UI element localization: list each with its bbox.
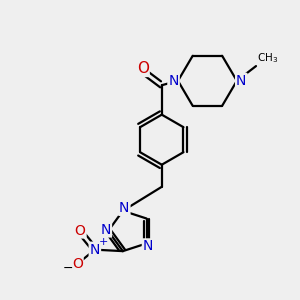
- Text: N: N: [90, 243, 100, 257]
- Text: O: O: [72, 257, 83, 272]
- Text: CH$_3$: CH$_3$: [257, 51, 279, 64]
- Text: N: N: [236, 74, 247, 88]
- Text: +: +: [98, 237, 108, 247]
- Text: N: N: [100, 223, 111, 236]
- Text: N: N: [143, 239, 153, 254]
- Text: N: N: [119, 201, 130, 215]
- Text: N: N: [168, 74, 179, 88]
- Text: O: O: [136, 61, 148, 76]
- Text: O: O: [75, 224, 86, 238]
- Text: −: −: [62, 262, 73, 275]
